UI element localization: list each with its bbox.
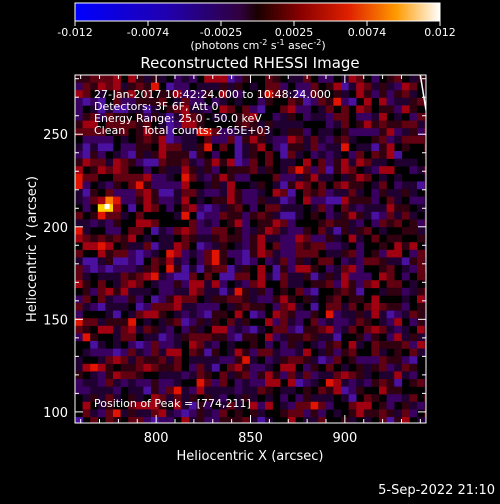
colorbar-unit-label: (photons cm-2 s-1 asec-2) <box>190 38 325 52</box>
colorbar-frame <box>74 2 441 22</box>
x-tick-label: 900 <box>332 431 357 446</box>
colorbar <box>75 3 440 21</box>
x-tick-label: 800 <box>144 431 169 446</box>
timestamp: 5-Sep-2022 21:10 <box>378 483 495 498</box>
heatmap-cells <box>75 75 426 423</box>
x-axis-label: Heliocentric X (arcsec) <box>177 449 324 464</box>
y-tick-label: 250 <box>43 128 68 143</box>
chart-title: Reconstructed RHESSI Image <box>140 54 359 72</box>
annotation-energy: Energy Range: 25.0 - 50.0 keV <box>94 112 262 125</box>
peak-marker <box>104 203 110 209</box>
colorbar-tick-label: -0.0025 <box>200 26 242 39</box>
x-tick-labels: 800 850 900 <box>144 431 358 446</box>
annotation-time-range: 27-Jan-2017 10:42:24.000 to 10:48:24.000 <box>94 88 331 101</box>
heatmap-image <box>75 75 426 423</box>
y-tick-labels: 100 150 200 250 <box>43 128 68 421</box>
x-tick-label: 850 <box>238 431 263 446</box>
y-tick-label: 150 <box>43 313 68 328</box>
colorbar-tick-label: -0.0074 <box>127 26 169 39</box>
annotation-peak-position: Position of Peak = [774,211] <box>94 397 251 410</box>
colorbar-tick-labels: -0.012 -0.0074 -0.0025 0.0025 0.0074 0.0… <box>57 26 455 39</box>
colorbar-ticks <box>74 21 441 26</box>
annotation-clean-counts: Clean Total counts: 2.65E+03 <box>94 124 271 137</box>
image-annotations: 27-Jan-2017 10:42:24.000 to 10:48:24.000… <box>94 88 331 410</box>
y-tick-label: 100 <box>43 406 68 421</box>
colorbar-tick-label: 0.0025 <box>275 26 314 39</box>
y-tick-label: 200 <box>43 221 68 236</box>
solar-limb-line <box>419 75 426 111</box>
colorbar-tick-label: 0.012 <box>424 26 456 39</box>
colorbar-tick-label: 0.0074 <box>348 26 387 39</box>
y-axis-label: Heliocentric Y (arcsec) <box>25 176 40 322</box>
annotation-detectors: Detectors: 3F 6F, Att 0 <box>94 100 218 113</box>
axis-ticks <box>75 75 426 423</box>
colorbar-tick-label: -0.012 <box>57 26 92 39</box>
